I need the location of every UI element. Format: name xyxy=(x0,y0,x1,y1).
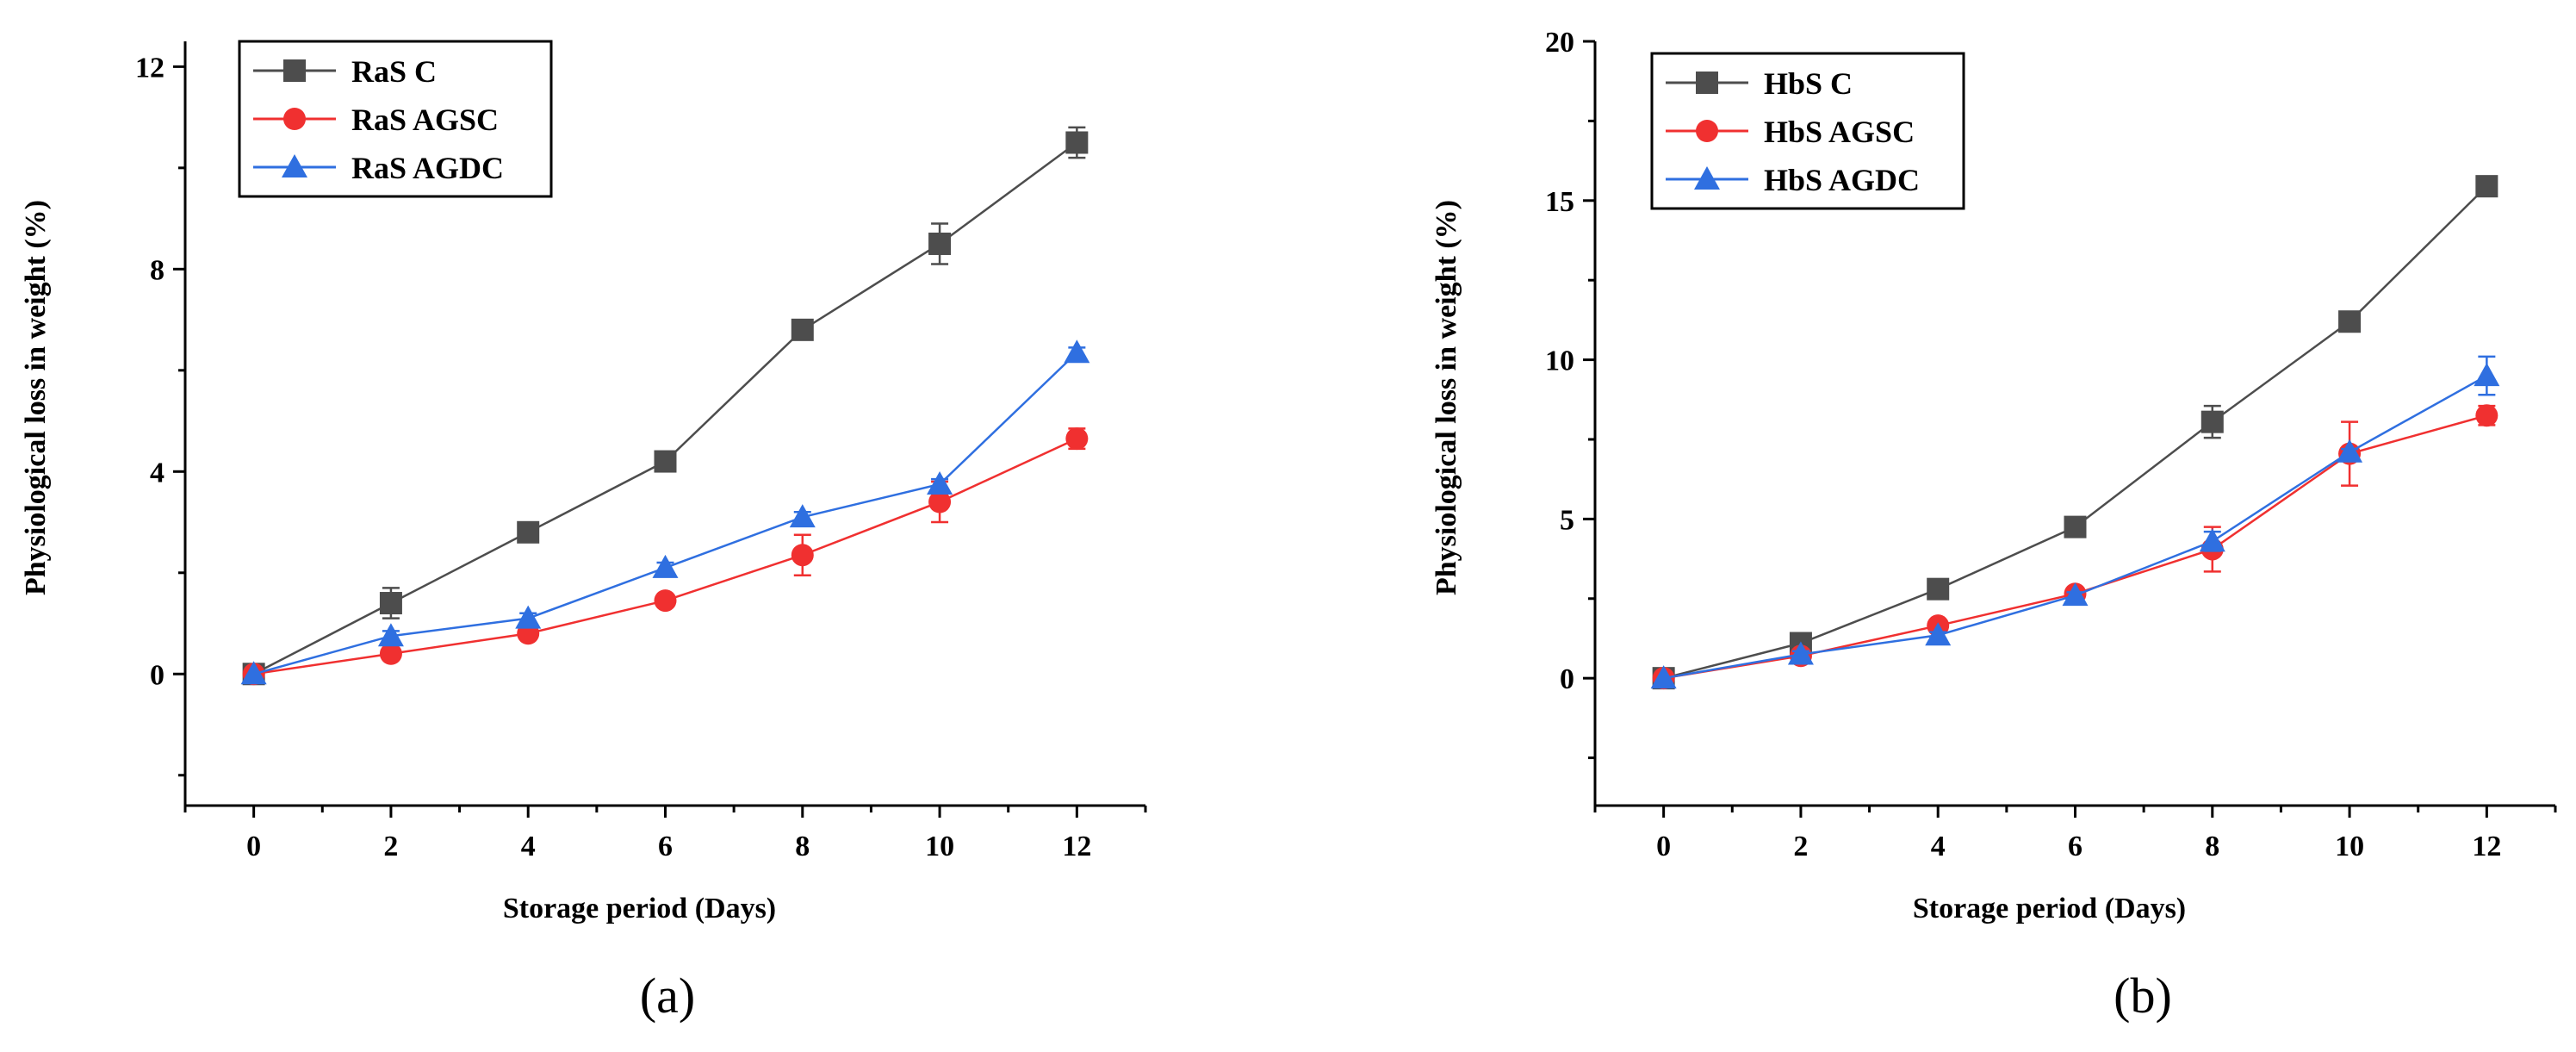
x-tick-label: 6 xyxy=(658,831,673,862)
legend-entry: HbS AGSC xyxy=(1764,115,1915,149)
data-point xyxy=(2338,310,2362,333)
legend-entry: RaS C xyxy=(351,54,437,89)
legend-marker xyxy=(1696,120,1718,142)
x-axis-title: Storage period (Days) xyxy=(1913,893,2186,924)
y-tick-label: 15 xyxy=(1545,186,1574,218)
legend-marker xyxy=(283,59,306,82)
data-point xyxy=(791,544,814,567)
data-point xyxy=(791,318,814,341)
data-point xyxy=(517,520,540,544)
y-tick-label: 12 xyxy=(135,52,164,84)
legend-marker xyxy=(1694,166,1720,190)
series-line-ras-agdc xyxy=(253,352,1078,675)
x-tick-label: 10 xyxy=(925,831,954,862)
data-point xyxy=(1650,665,1677,689)
x-tick-label: 0 xyxy=(246,831,261,862)
x-tick-label: 4 xyxy=(521,831,536,862)
data-point xyxy=(1927,577,1950,601)
data-point xyxy=(654,589,677,613)
y-tick-label: 20 xyxy=(1545,27,1574,59)
data-point xyxy=(652,554,679,578)
data-point xyxy=(1065,427,1089,451)
data-point xyxy=(1065,131,1089,154)
y-axis-title: Physiological loss in weight (%) xyxy=(20,200,52,595)
series-line-hbs-agsc xyxy=(1663,414,2487,680)
legend-entry: RaS AGDC xyxy=(351,151,504,185)
data-point xyxy=(2064,515,2087,538)
data-point xyxy=(515,605,542,629)
data-point xyxy=(2475,175,2498,198)
data-point xyxy=(2199,528,2225,552)
data-point xyxy=(927,470,953,495)
data-point xyxy=(379,592,402,615)
y-tick-label: 0 xyxy=(150,659,164,691)
legend-entry: RaS AGSC xyxy=(351,103,499,137)
x-tick-label: 8 xyxy=(795,831,810,862)
data-point xyxy=(2337,439,2363,463)
data-point xyxy=(2474,363,2500,387)
data-point xyxy=(789,504,816,528)
x-tick-label: 10 xyxy=(2335,831,2364,862)
data-point xyxy=(2475,404,2498,427)
legend-entry: HbS AGDC xyxy=(1764,163,1920,197)
x-tick-label: 4 xyxy=(1931,831,1946,862)
data-point xyxy=(2062,582,2089,607)
data-point xyxy=(240,661,267,685)
panel-b: 0 2 4 6 8 10 12 0 5 10 15 20 Storage period (Days) Ph… xyxy=(1431,27,2557,1024)
data-point xyxy=(1787,641,1814,665)
x-tick-label: 8 xyxy=(2205,831,2219,862)
x-tick-label: 12 xyxy=(2472,831,2501,862)
data-point xyxy=(379,642,402,665)
data-point xyxy=(377,623,404,647)
legend-marker xyxy=(1696,72,1718,94)
data-point xyxy=(654,450,677,473)
data-point xyxy=(928,232,952,255)
legend-marker xyxy=(283,108,306,130)
y-tick-label: 4 xyxy=(150,457,164,489)
legend-marker xyxy=(282,154,307,177)
x-tick-label: 6 xyxy=(2068,831,2083,862)
y-tick-label: 10 xyxy=(1545,345,1574,377)
data-point xyxy=(2200,410,2224,433)
y-tick-label: 8 xyxy=(150,254,164,286)
y-tick-label: 5 xyxy=(1560,504,1574,536)
data-point xyxy=(1925,622,1952,646)
x-tick-label: 12 xyxy=(1062,831,1091,862)
legend-entry: HbS C xyxy=(1764,66,1853,101)
y-tick-label: 0 xyxy=(1560,663,1574,695)
panel-label: (a) xyxy=(640,968,695,1024)
x-axis-title: Storage period (Days) xyxy=(503,893,776,924)
x-tick-label: 0 xyxy=(1656,831,1671,862)
panel-label: (b) xyxy=(2114,968,2172,1024)
data-point xyxy=(928,490,952,514)
x-tick-label: 2 xyxy=(383,831,398,862)
panel-a: 0 2 4 6 8 10 12 0 4 8 12 Storage period (Days) Physi… xyxy=(20,40,1147,1024)
data-point xyxy=(1064,339,1090,364)
y-axis-title: Physiological loss in weight (%) xyxy=(1431,200,1462,595)
x-tick-label: 2 xyxy=(1793,831,1808,862)
